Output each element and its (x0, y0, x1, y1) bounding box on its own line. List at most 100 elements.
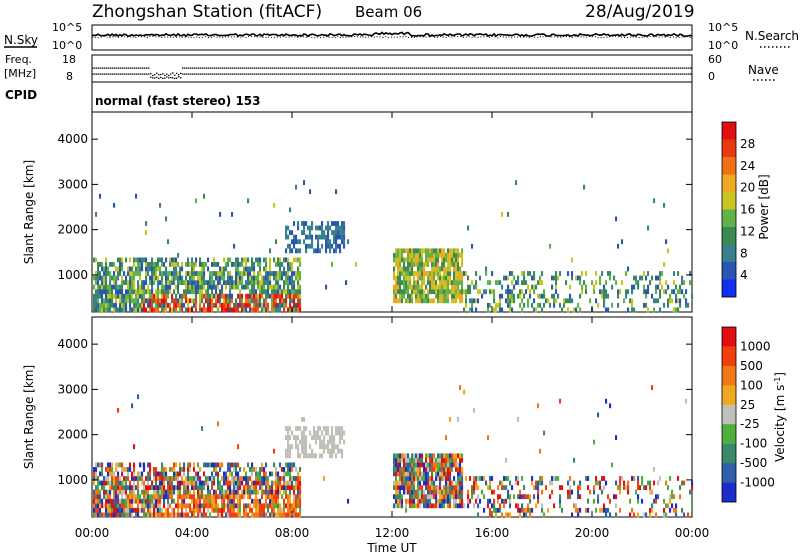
heatmap-cell (583, 184, 586, 190)
heatmap-cell (305, 439, 308, 445)
heatmap-cell (139, 307, 142, 313)
heatmap-cell (499, 280, 502, 285)
heatmap-cell (113, 262, 116, 267)
heatmap-cell (295, 234, 298, 240)
freq-point (488, 73, 490, 75)
heatmap-cell (421, 453, 424, 459)
heatmap-cell (153, 293, 156, 299)
heatmap-cell (287, 453, 290, 459)
heatmap-cell (203, 307, 206, 313)
heatmap-cell (221, 289, 224, 295)
heatmap-cell (279, 284, 282, 290)
heatmap-cell (261, 462, 264, 468)
heatmap-cell (245, 262, 248, 267)
heatmap-cell (331, 444, 334, 450)
nave-point (96, 67, 98, 69)
heatmap-cell (665, 289, 668, 295)
heatmap-cell (413, 252, 416, 258)
heatmap-cell (295, 293, 298, 299)
heatmap-cell (237, 275, 240, 281)
heatmap-cell (253, 503, 256, 509)
heatmap-cell (113, 512, 116, 518)
heatmap-cell (261, 503, 264, 509)
freq-point (628, 73, 630, 75)
freq-point (690, 73, 692, 75)
heatmap-cell (403, 289, 406, 295)
heatmap-cell (397, 494, 400, 500)
heatmap-cell (417, 485, 420, 490)
heatmap-cell (137, 262, 140, 267)
heatmap-cell (463, 307, 466, 313)
heatmap-cell (217, 476, 220, 481)
heatmap-cell (255, 289, 258, 295)
heatmap-cell (305, 435, 308, 440)
heatmap-cell (213, 494, 216, 500)
heatmap-cell (263, 257, 266, 263)
freq-point (108, 73, 110, 75)
heatmap-cell (93, 480, 96, 486)
heatmap-cell (215, 262, 218, 267)
heatmap-cell (263, 467, 266, 472)
heatmap-cell (285, 289, 288, 295)
heatmap-cell (279, 266, 282, 272)
heatmap-cell (255, 298, 258, 304)
heatmap-cell (605, 293, 608, 299)
heatmap-cell (127, 266, 130, 272)
heatmap-cell (257, 293, 260, 299)
heatmap-cell (511, 298, 514, 304)
heatmap-cell (403, 275, 406, 281)
heatmap-cell (501, 307, 504, 313)
heatmap-cell (223, 476, 226, 481)
heatmap-cell (135, 293, 138, 299)
heatmap-cell (419, 293, 422, 299)
freq-point (272, 73, 274, 75)
heatmap-cell (225, 503, 228, 509)
nave-point (528, 67, 530, 69)
heatmap-cell (237, 444, 240, 450)
colorbar-swatch (722, 404, 736, 425)
heatmap-cell (261, 512, 264, 518)
heatmap-cell (243, 467, 246, 472)
heatmap-cell (559, 271, 562, 276)
heatmap-cell (181, 512, 184, 518)
heatmap-cell (151, 293, 154, 299)
heatmap-cell (209, 280, 212, 285)
heatmap-cell (647, 289, 650, 295)
heatmap-cell (249, 507, 252, 513)
nave-point (108, 67, 110, 69)
heatmap-cell (151, 298, 154, 304)
heatmap-cell (157, 507, 160, 513)
heatmap-cell (207, 289, 210, 295)
heatmap-cell (223, 271, 226, 276)
heatmap-cell (517, 494, 520, 500)
nave-point (676, 67, 678, 69)
heatmap-cell (229, 280, 232, 285)
heatmap-cell (175, 266, 178, 272)
heatmap-cell (119, 257, 122, 263)
heatmap-cell (163, 503, 166, 509)
freq-point (630, 73, 632, 75)
heatmap-cell (155, 480, 158, 486)
heatmap-cell (455, 293, 458, 299)
heatmap-cell (499, 503, 502, 509)
heatmap-cell (645, 512, 648, 518)
heatmap-cell (291, 476, 294, 481)
heatmap-cell (289, 275, 292, 281)
heatmap-cell (397, 262, 400, 267)
heatmap-cell (245, 257, 248, 263)
heatmap-cell (97, 275, 100, 281)
freq-point (328, 73, 330, 75)
heatmap-cell (507, 293, 510, 299)
heatmap-cell (141, 284, 144, 290)
heatmap-cell (441, 489, 444, 495)
heatmap-cell (185, 298, 188, 304)
heatmap-cell (615, 435, 618, 440)
heatmap-cell (105, 302, 108, 308)
heatmap-cell (189, 489, 192, 495)
heatmap-cell (529, 293, 532, 299)
heatmap-cell (255, 257, 258, 263)
heatmap-cell (467, 494, 470, 500)
heatmap-cell (165, 293, 168, 299)
heatmap-cell (439, 293, 442, 299)
heatmap-cell (129, 467, 132, 472)
